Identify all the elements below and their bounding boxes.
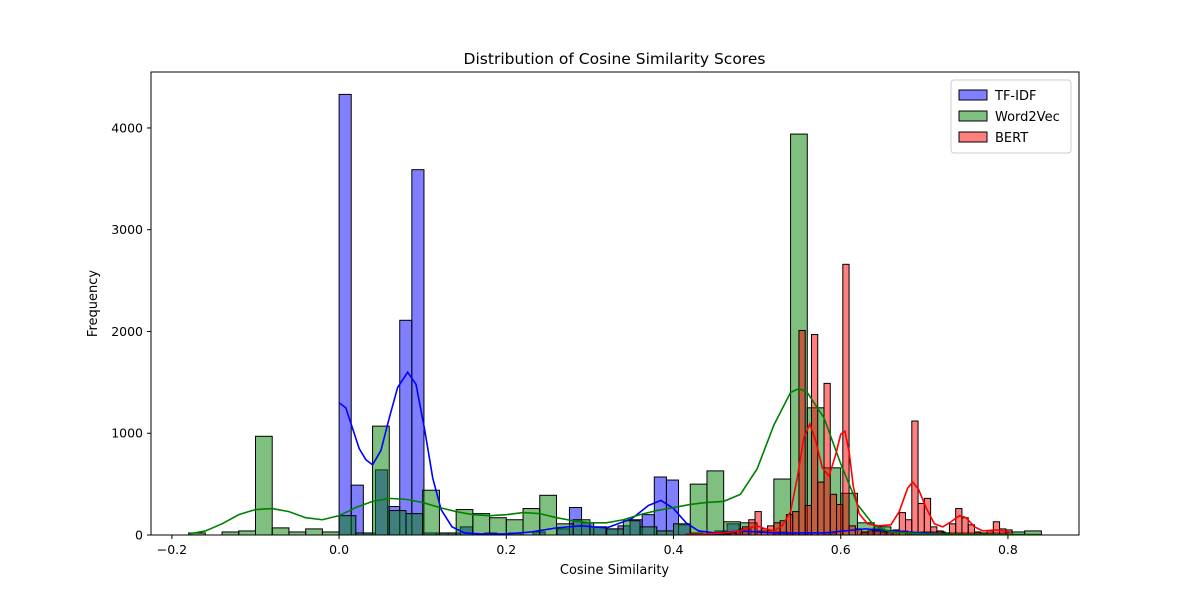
x-tick-label-2: 0.0 bbox=[329, 542, 349, 557]
x-tick-label-6: 0.8 bbox=[998, 542, 1018, 557]
bert-bar-19 bbox=[798, 329, 806, 536]
y-tick-label-1: 0 bbox=[135, 528, 143, 543]
legend-label-tf-idf: TF-IDF bbox=[994, 89, 1036, 104]
plot-area bbox=[188, 93, 1042, 536]
word2vec-bar-29 bbox=[673, 523, 691, 536]
word2vec-bar-9 bbox=[338, 515, 357, 536]
bert-bar-24 bbox=[829, 493, 838, 536]
bert-bar-18 bbox=[792, 511, 800, 536]
legend-swatch-tf-idf bbox=[958, 89, 988, 101]
bert-bar-45 bbox=[961, 517, 969, 536]
bert-bar-23 bbox=[823, 382, 831, 536]
legend-label-word2vec: Word2Vec bbox=[995, 110, 1060, 125]
bert-bar-50 bbox=[992, 521, 1001, 536]
word2vec-bar-17 bbox=[472, 513, 491, 536]
bert-bar-22 bbox=[817, 481, 825, 536]
tf-idf-kde-line bbox=[338, 370, 942, 535]
bert-bar-43 bbox=[948, 523, 957, 536]
bert-bar-38 bbox=[917, 502, 925, 536]
word2vec-bar-18 bbox=[489, 517, 507, 536]
word2vec-bar-26 bbox=[622, 520, 641, 536]
x-tick-label-4: 0.4 bbox=[664, 542, 684, 557]
tf-idf-bars bbox=[338, 93, 946, 536]
legend-swatch-bert bbox=[958, 131, 988, 143]
word2vec-bar-14 bbox=[422, 489, 440, 536]
y-tick-label-4: 3000 bbox=[111, 222, 143, 237]
x-tick-label-5: 0.6 bbox=[831, 542, 851, 557]
word2vec-bar-5 bbox=[271, 527, 290, 536]
bert-bar-44 bbox=[955, 508, 963, 536]
word2vec-bar-3 bbox=[238, 530, 256, 536]
bert-bar-26 bbox=[842, 263, 850, 536]
bert-bar-30 bbox=[867, 530, 875, 536]
tf-idf-bar-1 bbox=[338, 93, 352, 536]
bert-bar-20 bbox=[804, 504, 812, 536]
tf-idf-bar-7 bbox=[411, 169, 425, 536]
legend: TF-IDF Word2Vec BERT bbox=[950, 79, 1072, 154]
word2vec-kde-line bbox=[188, 387, 1042, 536]
x-tick-label-1: −0.2 bbox=[157, 542, 187, 557]
tf-idf-bar-23 bbox=[653, 476, 667, 536]
word2vec-bar-27 bbox=[639, 526, 658, 536]
word2vec-bar-22 bbox=[555, 523, 574, 536]
tf-idf-bar-6 bbox=[399, 319, 413, 536]
y-tick-label-2: 1000 bbox=[111, 426, 143, 441]
word2vec-bar-11 bbox=[372, 425, 390, 536]
legend-label-bert: BERT bbox=[995, 131, 1028, 146]
axes: −0.2 0.0 0.2 0.4 0.6 0.8 0 1000 2000 3000 4000 bbox=[111, 71, 1080, 557]
word2vec-bar-28 bbox=[656, 530, 675, 536]
x-tick-label-3: 0.2 bbox=[496, 542, 516, 557]
word2vec-bar-25 bbox=[606, 528, 624, 536]
word2vec-bar-7 bbox=[305, 528, 323, 536]
bert-bars bbox=[685, 263, 1013, 536]
legend-swatch-word2vec bbox=[958, 110, 988, 122]
y-tick-label-3: 2000 bbox=[111, 324, 143, 339]
bert-bar-37 bbox=[911, 420, 919, 536]
y-axis-label: Frequency bbox=[86, 270, 101, 337]
plot-frame bbox=[150, 71, 1080, 536]
bert-bar-21 bbox=[810, 334, 819, 536]
bert-bar-31 bbox=[873, 530, 881, 536]
y-tick-label-5: 4000 bbox=[111, 120, 143, 135]
word2vec-bar-12 bbox=[388, 510, 407, 536]
word2vec-bar-4 bbox=[255, 435, 273, 536]
word2vec-bar-13 bbox=[405, 513, 424, 536]
bert-kde-line bbox=[686, 421, 1009, 536]
chart-title: Distribution of Cosine Similarity Scores bbox=[464, 50, 766, 68]
x-axis-label: Cosine Similarity bbox=[560, 563, 670, 578]
